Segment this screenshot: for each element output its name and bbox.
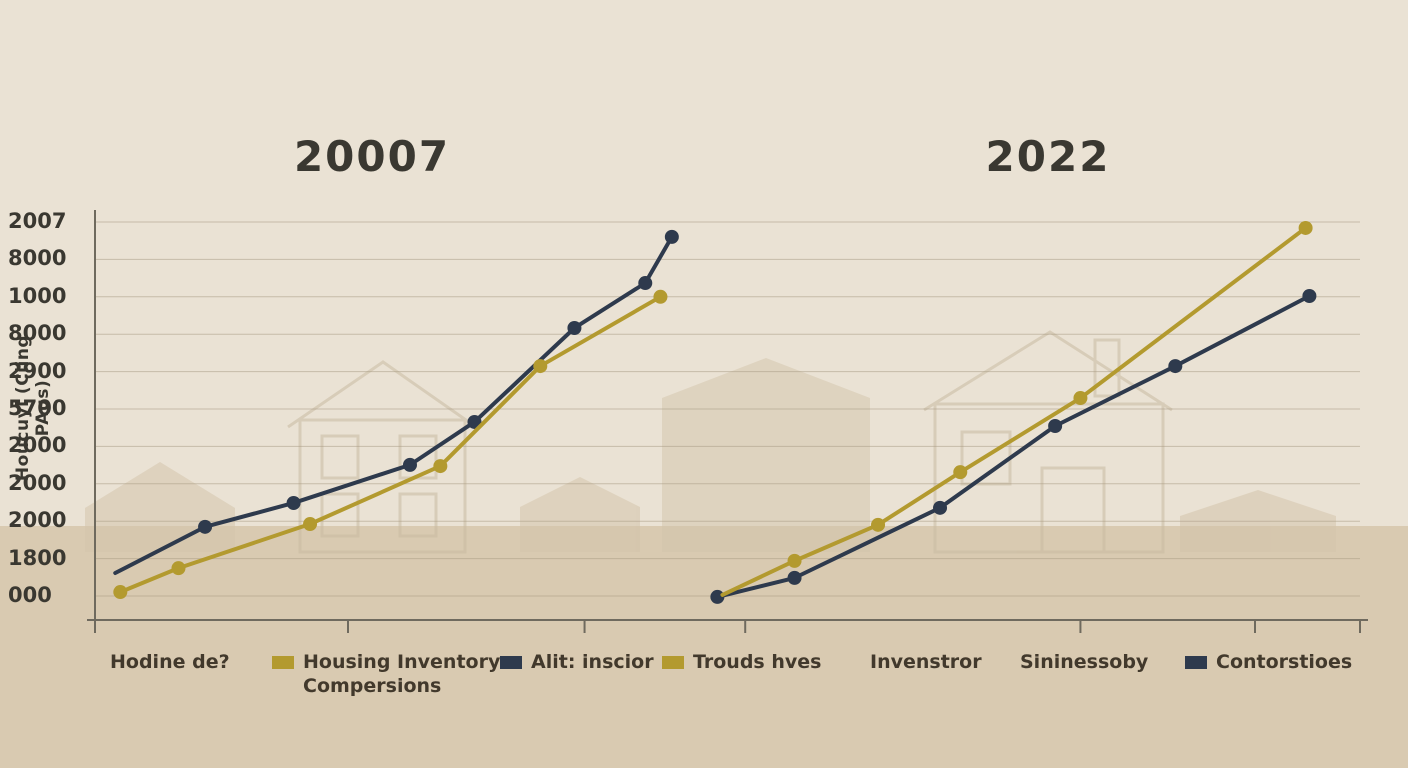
legend-item: Trouds hves	[662, 650, 821, 674]
legend-item: Hodine de?	[110, 650, 230, 674]
axes	[87, 210, 1368, 633]
panel-title-right: 2022	[985, 132, 1111, 181]
legend-label: Hodine de?	[110, 651, 230, 673]
y-tick-label: 2000	[8, 470, 67, 495]
data-point	[1048, 419, 1063, 434]
house-silhouette	[520, 477, 640, 552]
y-tick-label: 2900	[8, 358, 67, 383]
legend-label: Sininessoby	[1020, 651, 1149, 673]
y-tick-label: 1000	[8, 283, 67, 308]
house-silhouette	[85, 462, 235, 552]
legend-item: Alit: inscior	[500, 650, 654, 674]
data-point	[953, 465, 968, 480]
legend-swatch-navy	[1185, 656, 1207, 669]
legend-label: Housing Inventory Compersions	[303, 651, 501, 697]
data-point	[1302, 289, 1317, 303]
data-point	[1168, 359, 1183, 374]
data-point	[933, 500, 948, 515]
y-tick-label: 2007	[8, 209, 67, 233]
data-point	[402, 457, 417, 472]
house-outline	[923, 330, 1173, 554]
series-line	[113, 234, 674, 576]
house-outline	[287, 360, 477, 554]
data-point	[567, 320, 582, 335]
data-point	[638, 276, 653, 291]
data-point	[303, 517, 318, 532]
series-line	[118, 294, 663, 595]
legend-item: Housing Inventory Compersions	[272, 650, 500, 698]
data-point	[787, 570, 802, 585]
data-point	[113, 585, 128, 600]
panel-title-left: 20007	[293, 132, 451, 181]
legend-item: Sininessoby	[1020, 650, 1148, 674]
legend-label: Alit: inscior	[531, 651, 654, 673]
data-point	[1073, 391, 1088, 406]
series-line	[715, 294, 1312, 599]
data-point	[171, 561, 186, 576]
y-tick-label: 5700	[8, 396, 67, 420]
data-series	[113, 220, 1317, 604]
legend-swatch-gold	[272, 656, 294, 669]
data-point	[467, 414, 482, 429]
data-point	[787, 553, 802, 568]
data-point	[198, 519, 213, 534]
data-point	[286, 495, 301, 510]
legend-label: Trouds hves	[693, 651, 822, 673]
house-silhouette	[662, 358, 870, 552]
data-point	[710, 589, 725, 604]
legend-item: Invenstror	[870, 650, 982, 674]
legend-swatch-navy	[500, 656, 522, 669]
data-point	[664, 229, 679, 244]
y-tick-label: 2000	[8, 508, 67, 533]
data-point	[1298, 220, 1313, 235]
legend-item: Contorstioes	[1185, 650, 1352, 674]
y-tick-label: 000	[8, 583, 52, 607]
y-tick-label: 2000	[8, 433, 67, 458]
house-silhouettes	[85, 330, 1336, 554]
y-tick-label: 8000	[8, 246, 67, 271]
data-point	[653, 289, 668, 304]
data-point	[533, 359, 548, 374]
data-point	[871, 517, 886, 532]
data-point	[433, 459, 448, 474]
legend-swatch-gold	[662, 656, 684, 669]
y-tick-label: 1800	[8, 545, 67, 570]
legend-label: Invenstror	[870, 651, 982, 673]
background-band	[0, 526, 1408, 768]
y-tick-label: 8000	[8, 321, 67, 346]
legend-label: Contorstioes	[1216, 651, 1353, 673]
series-line	[720, 225, 1308, 597]
